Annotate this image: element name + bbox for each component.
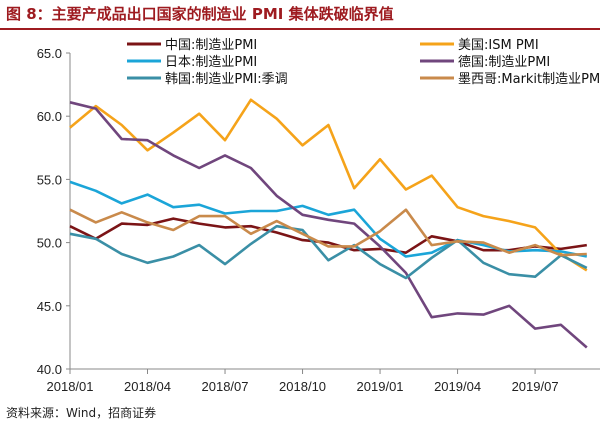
x-tick-label: 2018/04 bbox=[124, 379, 171, 394]
legend-label-1: 美国:ISM PMI bbox=[458, 38, 539, 53]
chart-legend: 中国:制造业PMI 美国:ISM PMI 日本:制造业PMI 德国:制造业PMI 韩国:… bbox=[127, 38, 600, 87]
x-tick-label: 2019/01 bbox=[357, 379, 404, 394]
x-tick-label: 2019/04 bbox=[434, 379, 481, 394]
chart-axes: 40.0 45.0 50.0 55.0 60.0 65.0 2018/01 2018/04 20… bbox=[37, 46, 600, 394]
y-tick-label: 50.0 bbox=[37, 236, 62, 251]
series-line-3 bbox=[69, 101, 588, 349]
title-rule bbox=[0, 28, 600, 30]
legend-label-2: 日本:制造业PMI bbox=[165, 55, 257, 70]
x-tick-label: 2018/01 bbox=[47, 379, 94, 394]
x-tick-label: 2018/07 bbox=[202, 379, 249, 394]
x-tick-label: 2018/10 bbox=[279, 379, 326, 394]
y-tick-label: 65.0 bbox=[37, 46, 62, 61]
series-line-5 bbox=[69, 208, 587, 257]
figure-title: 图 8：主要产成品出口国家的制造业 PMI 集体跌破临界值 bbox=[6, 5, 394, 23]
legend-label-5: 墨西哥:Markit制造业PMI bbox=[458, 72, 600, 87]
chart-series bbox=[69, 98, 588, 349]
y-tick-label: 55.0 bbox=[37, 172, 62, 187]
source-note: 资料来源：Wind，招商证券 bbox=[6, 406, 157, 420]
legend-label-0: 中国:制造业PMI bbox=[165, 38, 257, 53]
x-tick-label: 2019/07 bbox=[512, 379, 559, 394]
legend-label-3: 德国:制造业PMI bbox=[458, 55, 550, 70]
legend-label-4: 韩国:制造业PMI:季调 bbox=[165, 72, 288, 87]
y-tick-label: 60.0 bbox=[37, 109, 62, 124]
y-tick-label: 40.0 bbox=[37, 362, 62, 377]
series-line-4 bbox=[69, 224, 588, 280]
y-tick-label: 45.0 bbox=[37, 299, 62, 314]
series-line-1 bbox=[69, 98, 588, 272]
